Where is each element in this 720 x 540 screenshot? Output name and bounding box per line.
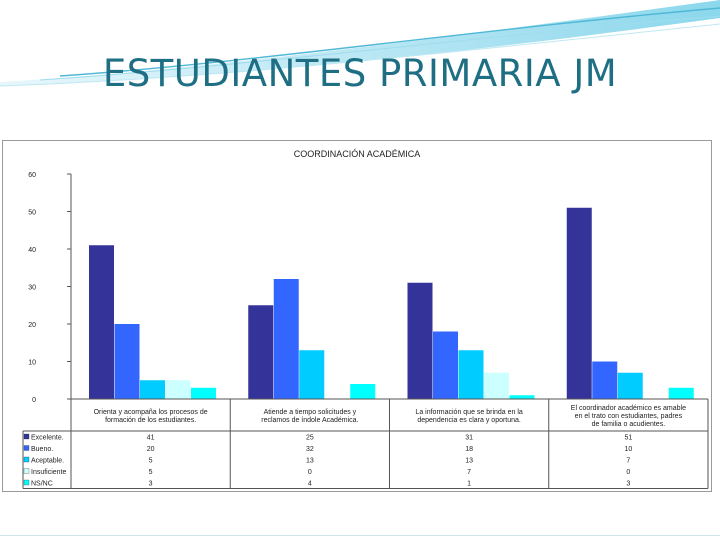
legend-swatch-4 [23, 468, 30, 474]
chart-title: COORDINACIÓN ACADÉMICA [293, 149, 421, 159]
bar-3-4 [617, 372, 643, 399]
bar-3-3 [458, 350, 484, 399]
x-category-label: Atiende a tiempo solicitudes y reclamos d… [261, 409, 358, 424]
data-value-label: 18 [465, 446, 473, 453]
bar-4-1 [165, 380, 191, 399]
y-tick-label: 10 [28, 360, 36, 367]
data-value-label: 41 [147, 435, 155, 442]
data-value-label: 0 [626, 469, 630, 476]
bar-5-4 [668, 387, 694, 399]
bar-1-3 [407, 282, 433, 399]
data-value-label: 32 [306, 446, 314, 453]
data-value-label: 51 [624, 435, 632, 442]
x-category-label: Orienta y acompaña los procesos de formac… [94, 409, 208, 424]
y-tick-label: 60 [28, 172, 36, 179]
data-value-label: 10 [624, 446, 632, 453]
bar-1-2 [248, 305, 274, 399]
data-value-label: 5 [149, 458, 153, 465]
decorative-wave-banner [0, 0, 720, 87]
x-category-label: La información que se brinda en la depend… [415, 409, 523, 424]
y-tick-label: 50 [28, 210, 36, 217]
legend-label-3: Aceptable. [31, 458, 64, 465]
bar-3-1 [140, 380, 165, 399]
data-value-label: 7 [467, 469, 471, 476]
bar-2-2 [273, 279, 299, 399]
legend-label-1: Excelente. [31, 435, 64, 442]
y-tick-label: 0 [32, 397, 36, 404]
legend-swatch-2 [23, 445, 30, 451]
data-value-label: 31 [465, 435, 473, 442]
y-tick-label: 20 [28, 322, 36, 329]
data-value-label: 13 [465, 458, 473, 465]
data-value-label: 3 [626, 481, 630, 488]
legend-label-2: Bueno. [31, 446, 53, 453]
bar-1-1 [89, 245, 114, 399]
bar-2-3 [433, 331, 458, 399]
data-value-label: 5 [149, 469, 153, 476]
data-value-label: 0 [308, 469, 312, 476]
bar-2-4 [592, 361, 618, 399]
bottom-divider [0, 535, 720, 536]
data-value-label: 13 [306, 458, 314, 465]
bar-5-2 [350, 384, 376, 399]
data-value-label: 20 [147, 446, 155, 453]
data-value-label: 7 [626, 458, 630, 465]
bar-5-1 [191, 387, 216, 399]
legend-swatch-1 [23, 433, 30, 440]
bar-2-1 [114, 324, 140, 399]
y-tick-label: 40 [28, 247, 36, 254]
legend-label-5: NS/NC [31, 481, 53, 488]
data-value-label: 25 [306, 435, 314, 442]
bar-5-3 [509, 395, 535, 399]
legend-label-4: Insuficiente [31, 469, 67, 476]
data-value-label: 3 [149, 481, 153, 488]
bar-4-3 [484, 372, 509, 399]
y-tick-label: 30 [28, 285, 36, 292]
legend-swatch-5 [23, 479, 30, 486]
bar-3-2 [299, 350, 325, 399]
legend-swatch-3 [23, 456, 30, 463]
data-value-label: 4 [308, 481, 312, 488]
slide-title: ESTUDIANTES PRIMARIA JM [102, 52, 618, 95]
chart-frame: COORDINACIÓN ACADÉMICA 0 10 20 30 40 50 60 Orie… [2, 140, 712, 492]
data-value-label: 1 [467, 481, 471, 488]
x-category-label: El coordinador académico es amable en el … [571, 405, 686, 428]
bar-1-4 [566, 207, 592, 399]
